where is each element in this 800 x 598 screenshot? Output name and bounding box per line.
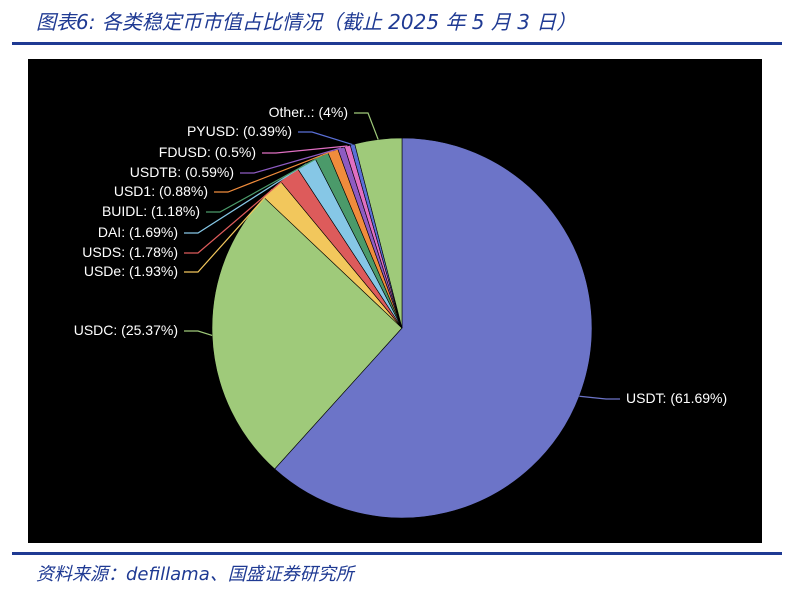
data-label-usdtb: USDTB: (0.59%) [130,164,234,180]
pie-chart: USDT: (61.69%) USDC: (25.37%) USDe: (1.93%… [74,104,727,519]
leader-line-usdc [184,330,213,337]
source-note: 资料来源：defillama、国盛证券研究所 [36,564,354,585]
data-label-buidl: BUIDL: (1.18%) [102,203,200,219]
leader-line-pyusd [298,131,353,146]
leader-line-usds [184,174,290,254]
chart-panel: USDT: (61.69%) USDC: (25.37%) USDe: (1.93%… [28,59,762,543]
pie-slice-usdc [211,196,403,470]
leader-line-other [354,112,379,140]
data-label-usd1: USD1: (0.88%) [114,183,208,199]
leader-line-dai [184,163,307,234]
leader-line-buidl [206,155,322,213]
leader-line-usdt [579,395,620,400]
data-label-usdt: USDT: (61.69%) [626,390,727,406]
leader-line-fdusd [262,145,348,154]
leader-line-usdtb [240,147,342,174]
data-label-usde: USDe: (1.93%) [84,263,178,279]
pie-slice-usdt [274,137,593,519]
data-label-pyusd: PYUSD: (0.39%) [187,123,292,139]
data-label-other: Other..: (4%) [269,104,348,120]
figure-title: 图表6: 各类稳定币市值占比情况（截止 2025 年 5 月 3 日） [36,10,577,34]
data-label-fdusd: FDUSD: (0.5%) [159,144,256,160]
data-label-usdc: USDC: (25.37%) [74,322,178,338]
leader-line-usde [184,188,273,273]
leader-line-usd1 [214,150,334,193]
data-label-usds: USDS: (1.78%) [82,244,178,260]
top-divider [12,42,782,45]
bottom-divider [12,552,782,555]
data-label-dai: DAI: (1.69%) [98,224,178,240]
pie-slice-other [354,137,403,329]
